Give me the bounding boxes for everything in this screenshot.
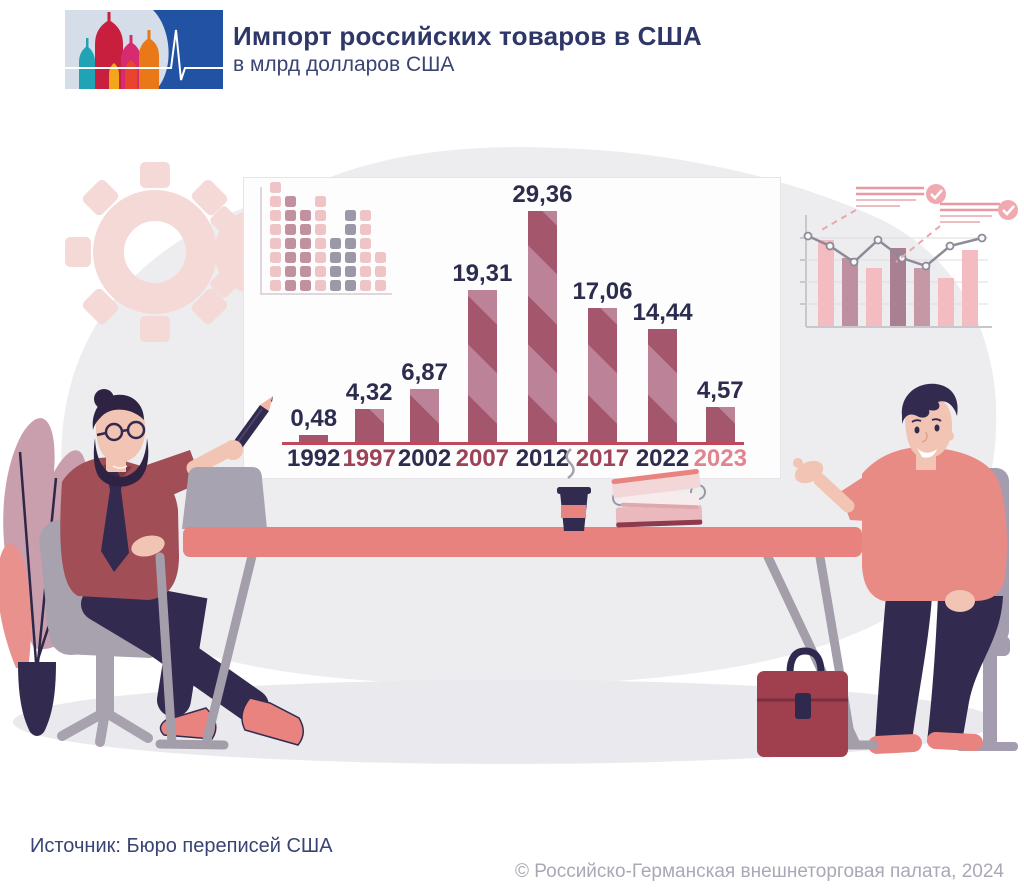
bar-group: 19,31 2007 <box>452 181 512 473</box>
bar-group: 6,87 2002 <box>397 181 452 473</box>
page-title: Импорт российских товаров в США <box>233 21 702 51</box>
x-axis-line <box>282 442 744 445</box>
whiteboard: 0,48 1992 4,32 1997 6,87 2002 19,31 2007 29,36 20… <box>243 177 781 479</box>
bar-year-label: 1997 <box>342 445 396 472</box>
bar-value-label: 17,06 <box>572 278 633 305</box>
mini-chart-column <box>300 210 311 291</box>
logo-pulse-panel <box>153 10 223 89</box>
mini-bar-chart-icon <box>260 182 392 295</box>
bar <box>467 290 497 443</box>
bar-year-label: 2022 <box>635 445 690 472</box>
mini-chart-column <box>345 210 356 291</box>
bar-year-label: 2007 <box>455 445 510 472</box>
bar-group: 29,36 2012 <box>512 181 572 473</box>
decorative-line-chart <box>800 184 1018 328</box>
person-right <box>793 383 1007 754</box>
bar-value-label: 0,48 <box>290 405 338 432</box>
bar-year-label: 2012 <box>515 445 570 472</box>
bar-group: 4,57 2023 <box>693 181 748 473</box>
bar-value-label: 19,31 <box>452 260 513 287</box>
bar-value-label: 4,57 <box>696 377 744 404</box>
mini-chart-column <box>360 210 371 291</box>
office-chair-right <box>938 468 1018 751</box>
floor-shadow <box>13 680 997 764</box>
briefcase-icon <box>757 647 848 757</box>
logo <box>65 10 223 89</box>
mini-chart-column <box>375 252 386 291</box>
mini-chart-column <box>285 196 296 291</box>
main-bar-chart: 0,48 1992 4,32 1997 6,87 2002 19,31 2007 29,36 20… <box>282 181 748 473</box>
bar-value-label: 14,44 <box>632 299 693 326</box>
bar-value-label: 6,87 <box>401 359 448 386</box>
pulse-line-icon <box>65 29 223 81</box>
bar <box>299 435 329 443</box>
mini-chart-column <box>315 196 326 291</box>
bar <box>587 308 617 443</box>
plant <box>0 418 108 736</box>
bar-year-label: 2002 <box>397 445 452 472</box>
bar-year-label: 1992 <box>287 445 341 472</box>
bar-value-label: 29,36 <box>512 181 573 208</box>
annotation-tag-icon <box>817 184 946 233</box>
bar <box>354 409 384 443</box>
table <box>183 527 862 557</box>
bar-year-label: 2017 <box>575 445 630 472</box>
office-chair-left <box>39 516 172 747</box>
bar-group: 17,06 2017 <box>572 181 632 473</box>
bar <box>527 211 557 443</box>
mini-chart-column <box>270 182 281 291</box>
bar <box>648 329 678 443</box>
source-text: Источник: Бюро переписей США <box>30 835 333 857</box>
annotation-tag-icon <box>895 200 1018 263</box>
table-legs <box>155 551 879 750</box>
bar-group: 14,44 2022 <box>633 181 693 473</box>
bar-year-label: 2023 <box>693 445 747 472</box>
mini-chart-column <box>330 238 341 291</box>
plant-pot <box>18 662 56 736</box>
page-subtitle: в млрд долларов США <box>233 53 455 76</box>
bar-group: 0,48 1992 <box>286 181 341 473</box>
bar-group: 4,32 1997 <box>341 181 396 473</box>
bar-value-label: 4,32 <box>345 379 393 406</box>
bar <box>410 389 440 443</box>
bar <box>705 407 735 443</box>
copyright-text: © Российско-Германская внешнеторговая па… <box>515 861 1004 882</box>
